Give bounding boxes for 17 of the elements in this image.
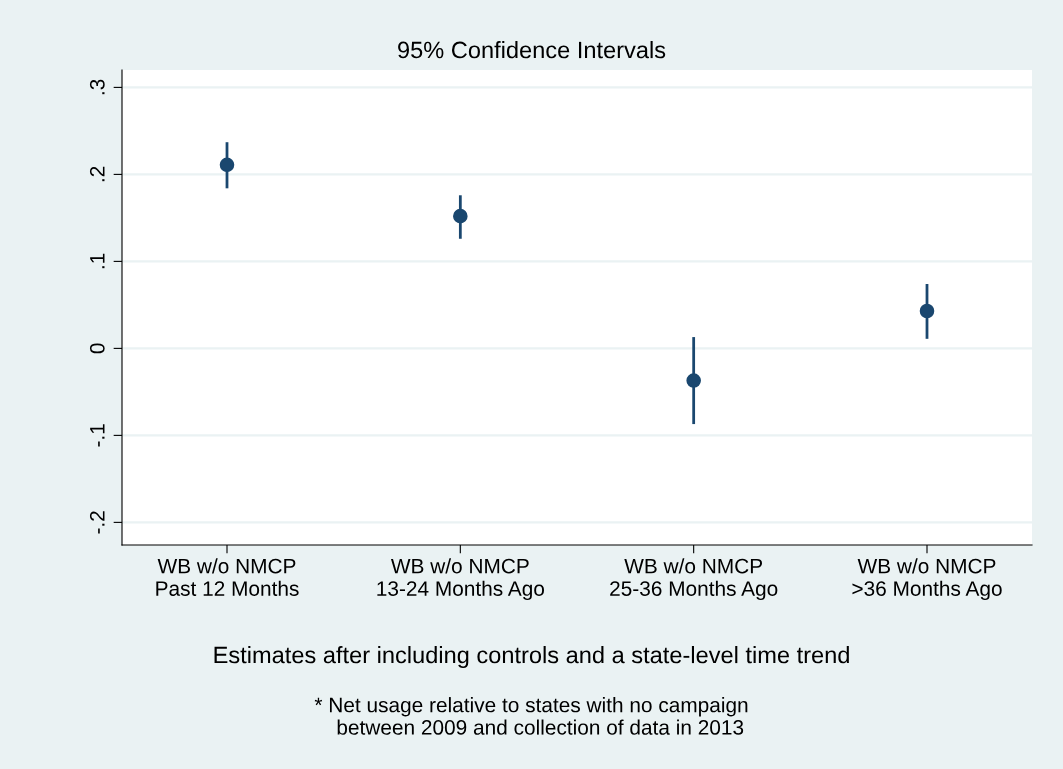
x-axis-title: Estimates after including controls and a state-level time trend xyxy=(214,645,849,669)
text: * Net usage relative to states with no campaign between 2009 and collection of data in 2013 xyxy=(314,697,748,735)
y-tick-label: -.1 xyxy=(90,424,105,447)
x-tick-label: WB w/o NMCP 13-24 Months Ago xyxy=(377,558,545,601)
y-tick-label: .3 xyxy=(89,79,105,95)
x-tick-label: WB w/o NMCP Past 12 Months xyxy=(156,558,299,596)
y-tick-label: .1 xyxy=(90,253,105,269)
point xyxy=(453,208,468,224)
y-tick-label: 0 xyxy=(89,343,105,354)
point xyxy=(919,303,935,319)
x-tick-label: WB w/o NMCP 25-36 Months Ago xyxy=(610,558,778,601)
point xyxy=(219,157,235,173)
y-tick-label: -.2 xyxy=(89,511,105,534)
chart-title: 95% Confidence Intervals xyxy=(398,41,666,59)
point xyxy=(686,373,701,388)
y-tick-label: .2 xyxy=(89,166,105,182)
x-tick-label: WB w/o NMCP >36 Months Ago xyxy=(852,558,1002,601)
